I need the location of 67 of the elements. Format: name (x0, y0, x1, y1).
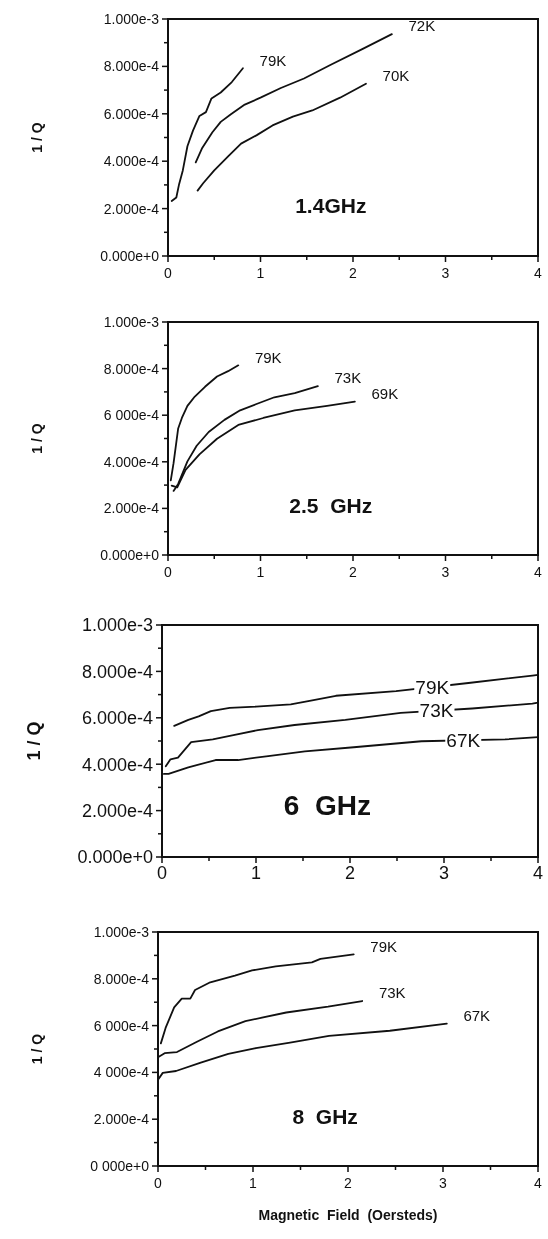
x-tick-label: 1 (250, 863, 262, 883)
x-tick-label: 4 (534, 265, 543, 281)
text: 8 GHz (292, 1104, 358, 1128)
series-label: 72K (408, 17, 436, 35)
y-axis-title: 1 / Q (29, 122, 45, 153)
x-tick-label: 1 (256, 564, 265, 580)
y-tick-label: 6 000e-4 (93, 1017, 150, 1034)
series-label: 73K (419, 700, 454, 722)
y-tick-label: 8.000e-4 (103, 58, 160, 75)
y-axis-title: 1 / Q (29, 423, 45, 454)
x-tick-label: 4 (532, 863, 544, 883)
x-tick-label: 1 (256, 265, 265, 281)
x-tick-label: 0 (164, 564, 173, 580)
y-tick-label: 4.000e-4 (103, 153, 160, 170)
series-label: 67K (446, 729, 481, 751)
y-tick-label: 4.000e-4 (103, 453, 160, 470)
x-tick-label: 1 (249, 1175, 258, 1191)
x-tick-label: 0 (156, 863, 168, 883)
series-label: 67K (463, 1006, 491, 1024)
line-series (170, 67, 244, 202)
series-label: 79K (415, 676, 450, 698)
series-label: 73K (334, 369, 362, 387)
series-label: 79K (259, 51, 287, 69)
series-label: 69K (371, 384, 399, 402)
series-label: 79K (370, 937, 398, 955)
y-tick-label: 0 000e+0 (90, 1157, 150, 1174)
x-tick-label: 0 (154, 1175, 163, 1191)
y-tick-label: 6.000e-4 (81, 708, 153, 729)
y-tick-label: 1.000e-3 (93, 923, 150, 940)
x-tick-label: 2 (349, 265, 358, 281)
x-tick-label: 3 (441, 265, 450, 281)
x-tick-label: 3 (438, 863, 450, 883)
y-tick-label: 0.000e+0 (77, 847, 153, 868)
y-tick-label: 0.000e+0 (100, 546, 160, 563)
y-tick-label: 8.000e-4 (93, 970, 150, 987)
y-tick-label: 6 000e-4 (103, 407, 160, 424)
y-tick-label: 6.000e-4 (103, 105, 160, 122)
y-tick-label: 2.000e-4 (103, 200, 160, 217)
y-tick-label: 2.000e-4 (93, 1111, 150, 1128)
x-tick-label: 3 (441, 564, 450, 580)
line-series (196, 82, 367, 192)
y-tick-label: 8.000e-4 (81, 661, 153, 682)
y-tick-label: 4 000e-4 (93, 1064, 150, 1081)
y-tick-label: 8.000e-4 (103, 360, 160, 377)
series-label: 79K (254, 348, 282, 366)
x-tick-label: 3 (439, 1175, 448, 1191)
x-axis-title: Magnetic Field (Oersteds) (258, 1207, 438, 1223)
series-label: 70K (382, 66, 410, 84)
x-tick-label: 2 (349, 564, 358, 580)
y-tick-label: 1.000e-3 (81, 615, 153, 636)
y-tick-label: 2.000e-4 (103, 500, 160, 517)
text: 2.5 GHz (289, 494, 373, 518)
x-tick-label: 0 (164, 265, 173, 281)
x-tick-label: 4 (534, 564, 543, 580)
y-axis-title: 1 / Q (24, 721, 44, 761)
x-tick-label: 2 (344, 1175, 353, 1191)
y-axis-title: 1 / Q (29, 1033, 45, 1065)
series-label: 73K (378, 984, 406, 1002)
y-tick-label: 2.000e-4 (81, 800, 153, 821)
x-tick-label: 2 (344, 863, 356, 883)
y-tick-label: 1.000e-3 (103, 10, 160, 27)
text: 6 GHz (283, 790, 372, 822)
x-tick-label: 4 (534, 1175, 543, 1191)
y-tick-label: 4.000e-4 (81, 754, 153, 775)
y-tick-label: 0.000e+0 (100, 247, 160, 264)
y-tick-label: 1.000e-3 (103, 313, 160, 330)
text: 1.4GHz (295, 194, 367, 218)
